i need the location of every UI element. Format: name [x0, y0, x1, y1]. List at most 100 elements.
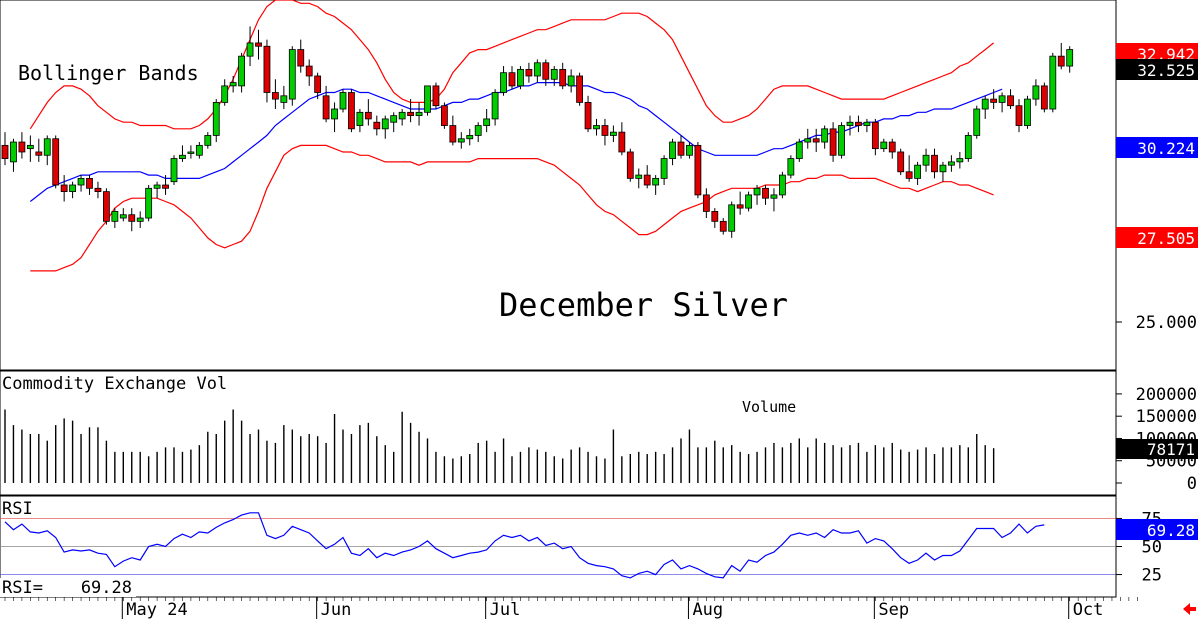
candle [179, 145, 186, 162]
date-axis: May 24 Jun Jul Aug Sep Oct [4, 597, 1138, 619]
candle-body-up [483, 118, 491, 126]
candle [398, 109, 406, 126]
candle [719, 218, 727, 235]
candle-body-up [804, 138, 812, 143]
candle-body-up [10, 141, 17, 163]
candle [373, 115, 381, 136]
candle-body-up [119, 214, 127, 219]
candle [880, 138, 888, 152]
candle-body-up [728, 204, 736, 232]
middle-band-badge-bg [1116, 137, 1198, 158]
candle-body-up [331, 108, 338, 120]
candle [305, 59, 313, 86]
candle [356, 109, 364, 133]
candle-body-up [136, 217, 144, 222]
middle-band-badge-text: 30.224 [1137, 139, 1195, 158]
candle [533, 59, 541, 83]
candle [660, 155, 668, 185]
candle-body-up [221, 85, 229, 103]
candle-body-up [745, 194, 752, 209]
candle [407, 99, 415, 123]
candle-body-down [702, 194, 710, 212]
candle [939, 161, 947, 182]
date-tick-label: Sep [878, 600, 909, 619]
candle-body-down [1007, 95, 1014, 107]
candle-body-down [440, 105, 448, 126]
lower-band-badge-text: 27.505 [1137, 229, 1195, 248]
candle [204, 132, 212, 149]
candle-body-down [128, 214, 136, 222]
candle-body-up [280, 95, 288, 103]
candle [559, 62, 567, 90]
volume-last-badge: 78171 [1116, 439, 1198, 459]
candle [745, 191, 752, 212]
candle-body-up [517, 68, 524, 87]
candle [973, 105, 981, 139]
candle [948, 155, 955, 172]
lower-band-badge: 27.505 [1116, 227, 1198, 248]
candle-body-up [964, 135, 972, 159]
lower-bollinger-band [30, 144, 994, 272]
candle [914, 161, 921, 185]
candle-body-down [314, 75, 322, 93]
lower-band-badge-bg [1116, 227, 1198, 248]
candle [855, 115, 862, 133]
candle-body-up [43, 138, 51, 156]
candle-body-down [855, 121, 862, 126]
candle-body-up [153, 184, 161, 189]
left-arrow-icon[interactable] [1183, 603, 1196, 615]
candle-body-up [238, 55, 246, 87]
candle [255, 29, 262, 60]
candle-body-up [111, 211, 119, 222]
candle [736, 191, 744, 215]
candle-body-up [1049, 55, 1057, 110]
candle-body-down [719, 220, 727, 232]
candle-body-up [669, 141, 676, 159]
candle-body-down [449, 125, 457, 143]
candle-body-up [863, 121, 871, 126]
candle-body-down [626, 151, 634, 179]
candle-body-down [694, 144, 702, 196]
candle-body-down [373, 121, 381, 130]
candle-body-up [533, 62, 541, 77]
candle-body-up [973, 108, 981, 136]
candle [77, 175, 85, 192]
candle [601, 118, 609, 146]
rsi-panel-title: RSI [2, 499, 33, 519]
date-tick-label: Jun [321, 600, 352, 619]
candle [626, 148, 634, 182]
candle [1040, 82, 1048, 113]
candle [111, 208, 119, 228]
candle-body-down [432, 85, 440, 107]
volume-panel-frame [0, 370, 1117, 496]
candle-body-up [660, 158, 668, 179]
candle-body-down [576, 75, 583, 103]
candle [381, 115, 389, 139]
candle-body-up [69, 184, 76, 193]
candlestick-series [1, 26, 1074, 238]
rsi-last-badge-bg [1116, 519, 1198, 540]
candle [162, 175, 169, 195]
candle-body-up [567, 75, 575, 87]
candle [652, 175, 660, 195]
candle [550, 66, 558, 86]
candle-body-down [762, 187, 769, 199]
candle-body-down [162, 184, 169, 189]
candle-body-down [35, 151, 43, 156]
candle [432, 82, 440, 110]
rsi-tick-label: 50 [1142, 538, 1162, 558]
candle [238, 52, 246, 93]
rsi-last-badge-text: 69.28 [1147, 521, 1195, 540]
candle-body-up [212, 102, 220, 136]
candle [145, 185, 153, 222]
candle [846, 115, 854, 136]
candle [322, 85, 330, 123]
candle-body-down [255, 42, 262, 47]
candle-body-up [77, 177, 85, 186]
candle-body-up [770, 194, 778, 199]
candle-body-up [948, 161, 955, 166]
volume-tick-label: 0 [1187, 474, 1197, 494]
candle [136, 211, 144, 228]
last-price-badge: 32.525 [1116, 59, 1198, 80]
candle-body-up [246, 42, 254, 57]
